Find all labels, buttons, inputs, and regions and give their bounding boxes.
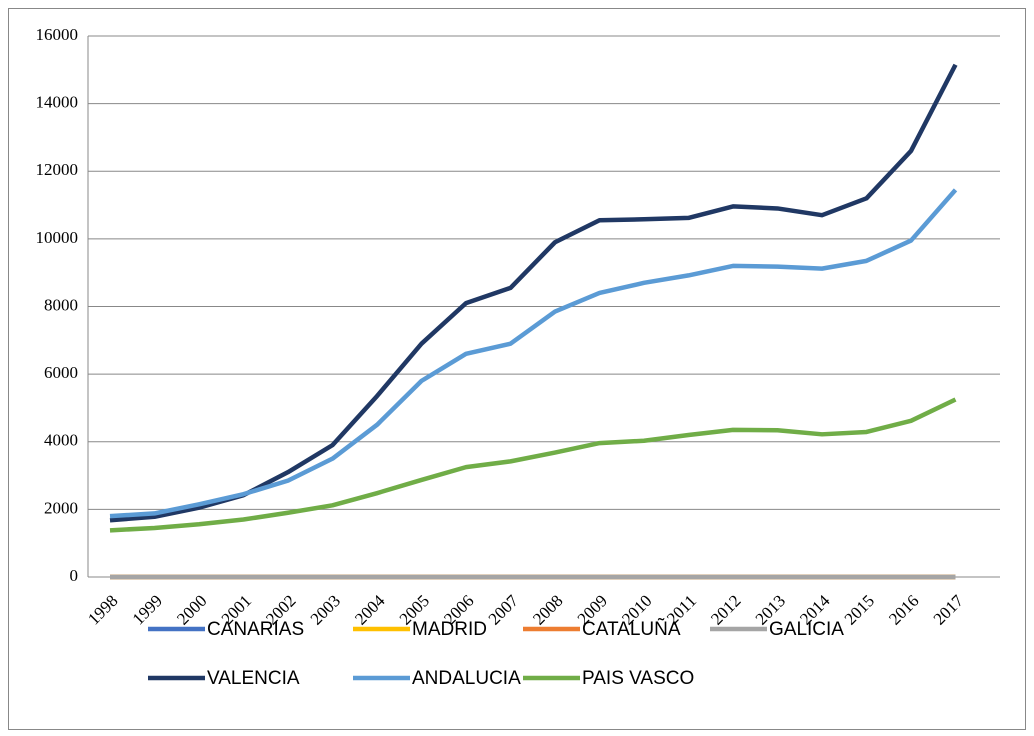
legend-label: CANARIAS xyxy=(207,619,304,640)
y-tick-label: 6000 xyxy=(44,363,78,382)
legend-label: MADRID xyxy=(412,619,487,640)
y-tick-label: 16000 xyxy=(36,25,79,44)
legend-label: GALICIA xyxy=(769,619,844,640)
series-line xyxy=(109,188,958,519)
y-tick-label: 12000 xyxy=(36,160,79,179)
legend-label: PAIS VASCO xyxy=(582,668,694,689)
legend-label: ANDALUCIA xyxy=(412,668,521,689)
y-tick-label: 2000 xyxy=(44,498,78,517)
legend-label: CATALUÑA xyxy=(582,618,681,640)
y-tick-label: 0 xyxy=(70,566,79,585)
legend-label: VALENCIA xyxy=(207,668,300,689)
series-line xyxy=(109,397,957,533)
y-tick-label: 14000 xyxy=(36,93,79,112)
y-tick-label: 4000 xyxy=(44,431,78,450)
y-tick-label: 8000 xyxy=(44,295,78,314)
y-tick-label: 10000 xyxy=(36,228,79,247)
chart-border xyxy=(8,8,1026,730)
